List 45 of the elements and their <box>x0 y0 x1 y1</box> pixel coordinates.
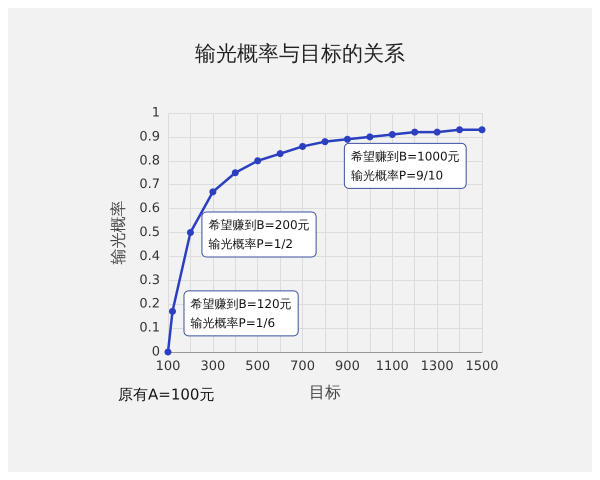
point <box>434 128 441 136</box>
annotation: 输光概率P=9/10 <box>350 168 444 182</box>
x-tick-label: 700 <box>290 359 315 374</box>
y-tick-label: 0 <box>152 344 160 360</box>
x-tick-label: 1500 <box>465 359 499 374</box>
x-tick-label: 300 <box>200 359 226 374</box>
y-tick-label: 0.9 <box>139 129 160 144</box>
y-tick-label: 0.2 <box>139 296 160 312</box>
point <box>186 229 194 236</box>
chart-title: 输光概率与目标的关系 <box>195 42 405 66</box>
y-tick-label: 0.7 <box>139 177 160 192</box>
annotation: 希望赚到B=120元 <box>190 296 292 311</box>
point <box>164 348 172 356</box>
y-axis-title: 输光概率 <box>108 200 128 264</box>
point <box>232 169 239 176</box>
x-tick-label: 1100 <box>376 359 409 374</box>
point <box>276 150 284 158</box>
y-tick-label: 0.3 <box>139 272 160 288</box>
x-tick-label: 500 <box>245 359 270 374</box>
annotation: 希望赚到B=1000元 <box>350 149 460 164</box>
point <box>344 136 351 143</box>
y-tick-label: 0.8 <box>139 153 160 168</box>
point <box>478 126 486 134</box>
y-tick-label: 0.5 <box>139 225 160 240</box>
x-tick-label: 1300 <box>420 359 454 374</box>
point <box>322 138 328 146</box>
x-axis-title: 目标 <box>309 382 341 402</box>
point <box>168 308 176 315</box>
point <box>411 128 418 136</box>
point <box>388 131 396 138</box>
y-tick-label: 1 <box>152 106 160 120</box>
x-tick-label: 900 <box>335 359 360 374</box>
annotation: 希望赚到B=200元 <box>208 218 310 232</box>
point <box>366 133 374 140</box>
point <box>299 142 306 150</box>
y-tick-label: 0.4 <box>139 248 160 264</box>
y-tick-label: 0.1 <box>139 320 160 336</box>
x-tick-label: 100 <box>156 359 180 374</box>
point <box>456 126 464 134</box>
annotation: 输光概率P=1/2 <box>208 237 294 251</box>
annotation: 输光概率P=1/6 <box>190 316 276 330</box>
point <box>209 188 216 196</box>
text: 原有A=100元 <box>118 386 214 404</box>
y-tick-label: 0.6 <box>139 201 160 216</box>
point <box>254 157 262 164</box>
